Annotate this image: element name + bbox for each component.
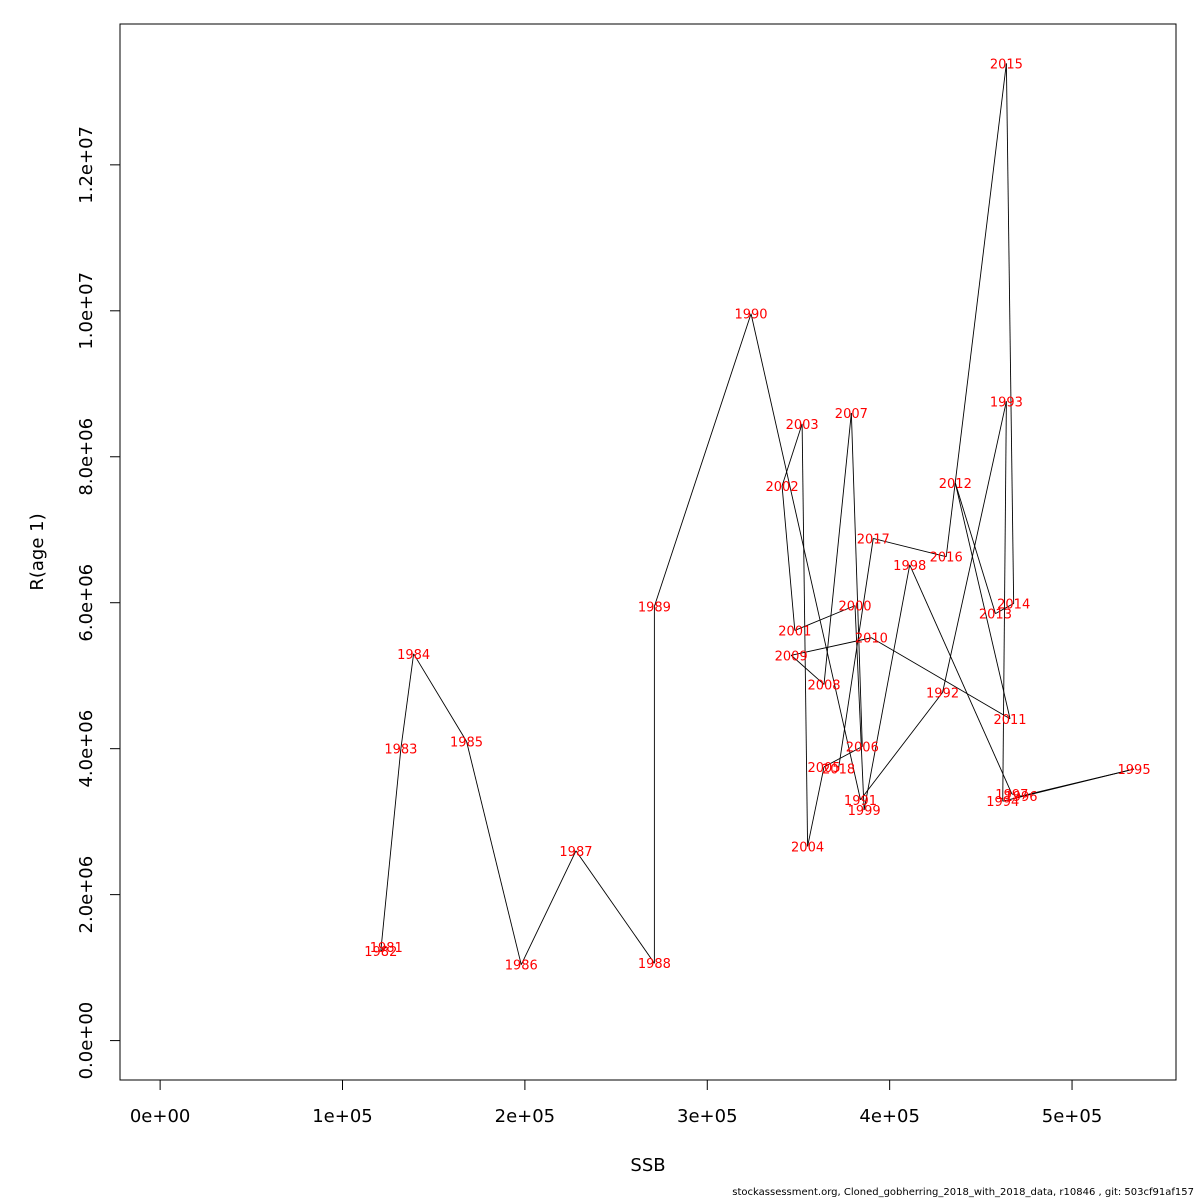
series-segment	[653, 313, 752, 607]
series-segment	[954, 482, 996, 614]
x-tick-label: 1e+05	[312, 1106, 373, 1127]
point-label-2000: 2000	[838, 600, 871, 615]
series-segment	[954, 482, 1011, 719]
series-segment	[860, 692, 943, 801]
point-label-1993: 1993	[990, 395, 1023, 410]
point-label-1982: 1982	[364, 945, 397, 960]
point-label-2015: 2015	[990, 57, 1023, 72]
x-tick-label: 5e+05	[1042, 1106, 1103, 1127]
series-segment	[781, 423, 803, 487]
point-label-1997: 1997	[995, 788, 1028, 803]
point-label-2002: 2002	[766, 480, 799, 495]
series-segment	[854, 605, 865, 810]
point-label-2008: 2008	[807, 678, 840, 693]
series-segment	[945, 63, 1007, 557]
series-segment	[995, 603, 1014, 615]
y-tick-label: 2.0e+06	[76, 856, 97, 934]
point-label-1999: 1999	[848, 804, 881, 819]
y-tick-label: 6.0e+06	[76, 564, 97, 642]
point-label-2018: 2018	[822, 762, 855, 777]
point-label-1992: 1992	[926, 686, 959, 701]
series-segment	[790, 654, 825, 685]
point-label-1991: 1991	[844, 794, 877, 809]
series-path	[380, 63, 1135, 965]
point-label-1995: 1995	[1118, 763, 1151, 778]
series-segment	[413, 653, 467, 742]
point-label-1988: 1988	[638, 957, 671, 972]
y-axis: 0.0e+00 2.0e+06 4.0e+06 6.0e+06 8.0e+06 1.0e+…	[76, 126, 121, 1080]
series-segment	[466, 741, 522, 965]
point-label-2001: 2001	[778, 624, 811, 639]
point-label-1981: 1981	[370, 941, 403, 956]
series-segment	[520, 850, 577, 965]
series-segment	[380, 946, 387, 952]
y-tick-label: 4.0e+06	[76, 710, 97, 788]
point-label-1996: 1996	[1004, 790, 1037, 805]
y-tick-label: 0.0e+00	[76, 1002, 97, 1080]
point-label-2006: 2006	[846, 740, 879, 755]
point-label-2009: 2009	[775, 649, 808, 664]
series-segment	[863, 564, 911, 811]
point-label-1989: 1989	[638, 600, 671, 615]
footer-note: stockassessment.org, Cloned_gobherring_2…	[732, 1187, 1194, 1198]
series-segment	[1020, 768, 1135, 797]
point-label-2014: 2014	[997, 597, 1030, 612]
point-label-2004: 2004	[791, 840, 824, 855]
series-segment	[823, 746, 863, 768]
point-label-1990: 1990	[734, 308, 767, 323]
y-tick-label: 1.0e+07	[76, 272, 97, 350]
series-segment	[380, 748, 402, 951]
series-segment	[1011, 793, 1022, 797]
point-label-2010: 2010	[855, 632, 888, 647]
point-label-2003: 2003	[786, 418, 819, 433]
x-tick-label: 4e+05	[859, 1106, 920, 1127]
y-tick-label: 1.2e+07	[76, 126, 97, 204]
series-segment	[873, 538, 947, 558]
plot-frame	[119, 23, 1177, 1081]
point-label-1994: 1994	[986, 795, 1019, 810]
x-tick-label: 2e+05	[495, 1106, 556, 1127]
y-axis-label: R(age 1)	[27, 513, 48, 590]
point-label-1984: 1984	[397, 648, 430, 663]
series-segment	[807, 766, 825, 847]
series-segment	[823, 412, 852, 685]
point-label-1987: 1987	[559, 845, 592, 860]
series-segment	[1005, 63, 1015, 604]
point-label-1985: 1985	[450, 735, 483, 750]
point-label-2011: 2011	[993, 713, 1026, 728]
series-segment	[400, 653, 415, 749]
series-segment	[850, 412, 863, 747]
series-segment	[1002, 401, 1007, 802]
point-label-2013: 2013	[979, 608, 1012, 623]
y-tick-label: 8.0e+06	[76, 418, 97, 496]
point-label-2012: 2012	[939, 477, 972, 492]
point-label-2005: 2005	[807, 761, 840, 776]
point-label-1998: 1998	[893, 559, 926, 574]
point-label-1986: 1986	[505, 959, 538, 974]
point-label-2017: 2017	[857, 532, 890, 547]
x-tick-label: 3e+05	[677, 1106, 738, 1127]
series-segment	[781, 485, 796, 631]
point-label-1983: 1983	[384, 743, 417, 758]
x-axis-label: SSB	[630, 1155, 665, 1176]
series-segment	[750, 313, 861, 800]
point-label-2016: 2016	[930, 551, 963, 566]
series-segment	[801, 423, 809, 847]
x-axis: 0e+00 1e+05 2e+05 3e+05 4e+05 5e+05	[130, 1079, 1103, 1127]
point-label-2007: 2007	[835, 407, 868, 422]
series-segment	[909, 564, 1013, 795]
series-segment	[838, 538, 874, 769]
series-segment	[871, 637, 1011, 720]
series-segment	[575, 850, 655, 964]
x-tick-label: 0e+00	[130, 1106, 191, 1127]
